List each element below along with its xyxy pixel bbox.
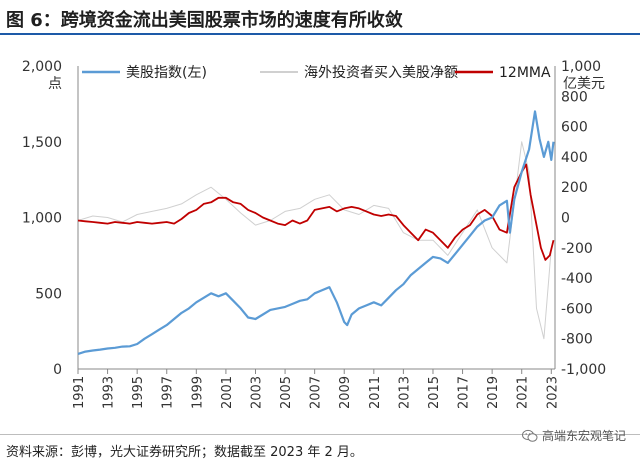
right-tick-label: 800 xyxy=(561,89,588,105)
right-tick-label: -600 xyxy=(561,301,593,317)
legend-label-0: 美股指数(左) xyxy=(126,65,207,81)
watermark: 高端东宏观笔记 xyxy=(521,427,626,444)
left-axis-unit: 点 xyxy=(48,76,62,92)
x-tick-label: 2019 xyxy=(486,376,501,409)
title-divider xyxy=(0,33,640,35)
x-tick-label: 1991 xyxy=(72,376,87,409)
left-tick-label: 500 xyxy=(35,286,62,302)
legend-label-1: 海外投资者买入美股净额 xyxy=(304,65,458,81)
x-tick-label: 2007 xyxy=(309,376,324,409)
x-tick-label: 2023 xyxy=(545,376,560,409)
right-tick-label: 1,000 xyxy=(561,59,601,75)
source-note: 资料来源：彭博，光大证券研究所；数据截至 2023 年 2 月。 xyxy=(6,445,363,460)
right-tick-label: 200 xyxy=(561,180,588,196)
x-tick-label: 2003 xyxy=(249,376,264,409)
right-axis-unit: 亿美元 xyxy=(563,76,605,92)
right-tick-label: 0 xyxy=(561,211,570,227)
x-tick-label: 2017 xyxy=(457,376,472,409)
x-tick-label: 2015 xyxy=(427,376,442,409)
right-tick-label: -800 xyxy=(561,332,593,348)
x-tick-label: 2011 xyxy=(368,376,383,409)
x-tick-label: 1995 xyxy=(131,376,146,409)
wechat-icon xyxy=(521,429,538,442)
x-tick-label: 2021 xyxy=(516,376,531,409)
x-tick-label: 2001 xyxy=(220,376,235,409)
left-tick-label: 2,000 xyxy=(22,59,62,75)
right-tick-label: -200 xyxy=(561,241,593,257)
footer-divider xyxy=(0,434,640,435)
x-tick-label: 1993 xyxy=(102,376,117,409)
series-line-1 xyxy=(77,141,552,340)
series-line-0 xyxy=(77,110,555,355)
right-tick-label: 600 xyxy=(561,120,588,136)
page-title: 图 6：跨境资金流出美国股票市场的速度有所收敛 xyxy=(6,10,403,31)
right-tick-label: -400 xyxy=(561,271,593,287)
x-tick-label: 2009 xyxy=(338,376,353,409)
left-tick-label: 0 xyxy=(53,362,62,378)
left-tick-label: 1,000 xyxy=(22,211,62,227)
series-line-2 xyxy=(77,163,555,261)
right-tick-label: 400 xyxy=(561,150,588,166)
right-tick-label: -1,000 xyxy=(561,362,606,378)
watermark-text: 高端东宏观笔记 xyxy=(541,429,626,443)
x-tick-label: 1999 xyxy=(190,376,205,409)
left-tick-label: 1,500 xyxy=(22,135,62,151)
x-tick-label: 1997 xyxy=(161,376,176,409)
x-tick-label: 2013 xyxy=(397,376,412,409)
x-tick-label: 2005 xyxy=(279,376,294,409)
legend-label-2: 12MMA xyxy=(499,65,551,81)
